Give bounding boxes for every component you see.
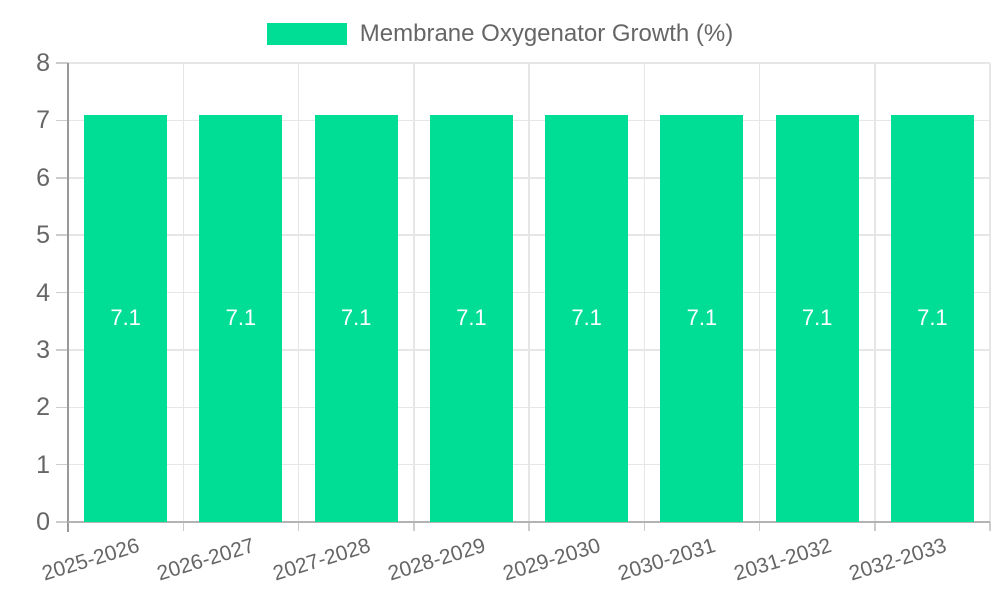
y-axis-tick-label: 2 [36,393,50,422]
x-axis-category-label: 2032-2033 [846,534,950,586]
x-gridline [758,63,761,522]
bar [429,114,513,522]
x-axis-category-label: 2030-2031 [615,534,719,586]
legend-item[interactable]: Membrane Oxygenator Growth (%) [0,20,1000,48]
x-axis-line [68,521,990,523]
bar [199,114,283,522]
y-axis-tick-label: 3 [36,335,50,364]
x-gridline [413,63,415,522]
y-axis-tick-label: 6 [36,163,50,192]
y-tick-mark [56,349,68,351]
y-tick-mark [56,406,68,408]
y-tick-mark [56,463,68,466]
y-axis-tick-label: 0 [36,508,50,536]
bar-value-label: 7.1 [571,305,602,331]
x-axis-category-label: 2025-2026 [39,534,143,586]
legend-label: Membrane Oxygenator Growth (%) [359,20,734,47]
x-axis-category-label: 2031-2032 [731,534,834,586]
x-gridline [182,63,184,522]
y-tick-mark [56,234,68,236]
y-axis-tick-label: 8 [36,49,50,77]
y-axis-tick-label: 5 [36,221,50,250]
x-gridline [297,63,300,522]
x-tick-mark [182,522,184,531]
bar [545,114,629,522]
y-tick-mark [56,291,68,294]
y-axis-tick-label: 4 [36,278,50,307]
bar-value-label: 7.1 [686,305,718,331]
x-tick-mark [528,522,530,531]
bar-value-label: 7.1 [225,305,257,331]
x-tick-mark [758,522,761,531]
x-axis-category-label: 2026-2027 [154,534,258,586]
y-axis-tick-label: 1 [36,450,50,479]
x-gridline [643,63,645,522]
bar [775,114,859,522]
bar [660,114,744,522]
x-tick-mark [643,522,645,531]
y-tick-mark [56,62,68,64]
x-tick-mark [989,522,991,531]
y-tick-mark [56,119,68,122]
x-gridline [989,63,991,522]
x-gridline [874,63,876,522]
x-tick-mark [297,522,300,531]
x-axis-category-label: 2027-2028 [270,534,373,586]
y-axis-line [67,63,69,532]
x-gridline [528,63,530,522]
bar-value-label: 7.1 [456,305,487,331]
bar [890,114,974,522]
y-tick-mark [56,177,68,179]
x-axis-category-label: 2028-2029 [385,534,489,586]
bar-value-label: 7.1 [917,305,948,331]
x-axis-category-label: 2029-2030 [500,534,604,586]
bar-value-label: 7.1 [801,305,833,331]
bar [84,114,168,522]
bar [314,114,398,522]
x-tick-mark [413,522,415,531]
y-axis-tick-label: 7 [36,106,50,135]
bar-value-label: 7.1 [340,305,372,331]
y-tick-mark [56,521,68,523]
bar-value-label: 7.1 [110,305,141,331]
legend-swatch [266,23,347,45]
x-tick-mark [874,522,876,531]
